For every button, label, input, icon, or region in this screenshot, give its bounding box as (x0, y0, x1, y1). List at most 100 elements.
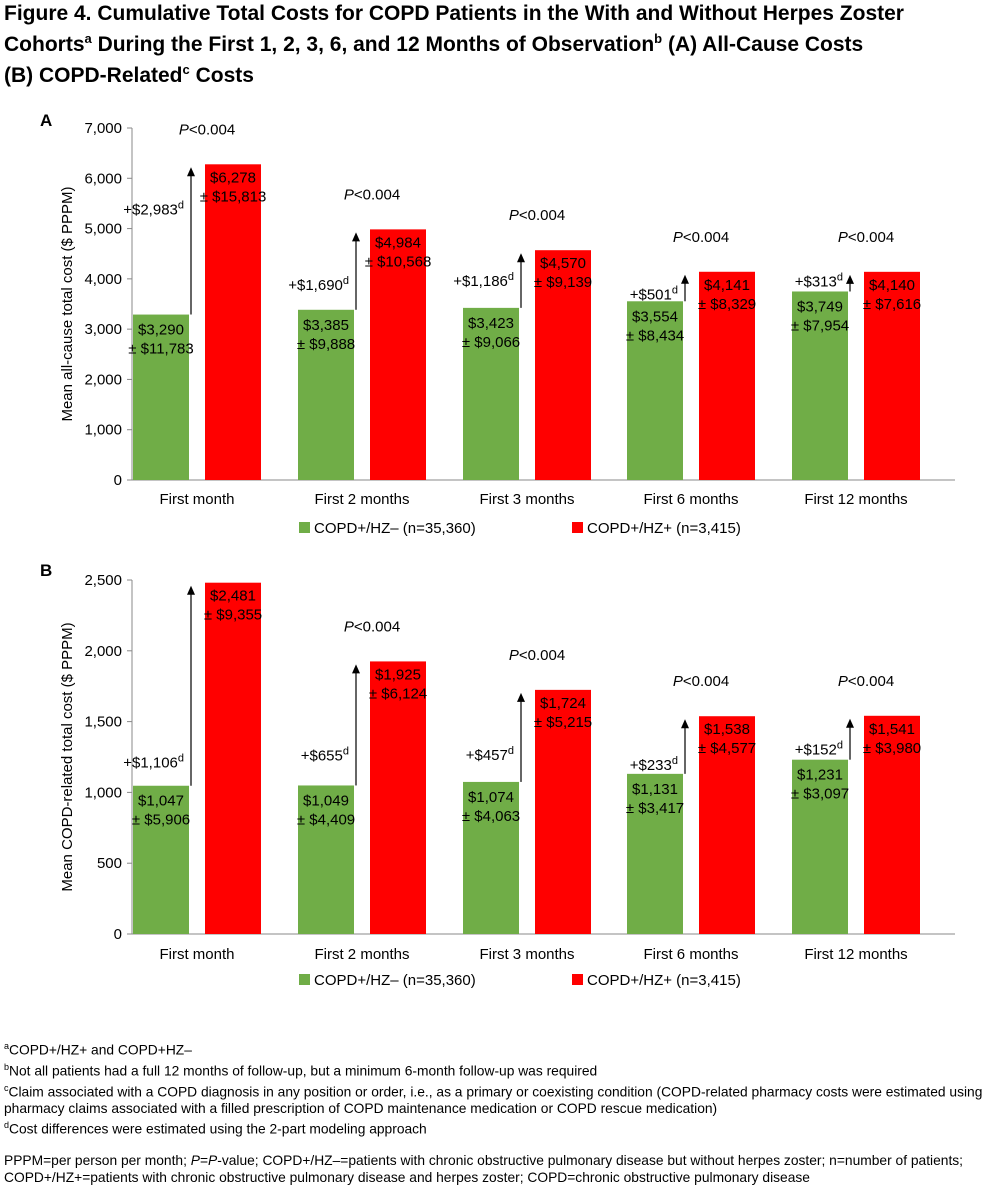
title-line-3-part-2: Costs (189, 64, 254, 87)
footnote-d-text: Cost differences were estimated using th… (9, 1122, 427, 1137)
data-label-mean: $1,231 (797, 767, 843, 784)
difference-label: +$1,106d (123, 753, 184, 772)
title-superscript-c: c (182, 62, 190, 77)
data-label-sd: ± $9,139 (534, 274, 592, 291)
y-tick-label: 500 (97, 855, 122, 872)
data-label-sd: ± $9,355 (204, 607, 262, 624)
footnote-d: dCost differences were estimated using t… (4, 1117, 996, 1138)
bar-b-green (627, 773, 683, 934)
difference-label: +$655d (301, 745, 349, 764)
difference-superscript: d (508, 271, 514, 283)
arrow-head (846, 718, 854, 728)
legend-swatch (572, 974, 583, 985)
difference-label: +$233d (630, 755, 678, 774)
data-label-mean: $3,290 (138, 322, 184, 339)
y-tick-label: 6,000 (84, 170, 122, 187)
arrow-head (681, 719, 689, 729)
data-label-mean: $1,049 (303, 792, 349, 809)
data-label-sd: ± $4,409 (297, 811, 355, 828)
difference-superscript: d (178, 753, 184, 765)
y-tick-label: 0 (114, 472, 122, 489)
difference-superscript: d (343, 275, 349, 287)
bar-b-red (699, 716, 755, 934)
bar-b-green (298, 785, 354, 934)
panel-label: A (40, 111, 52, 130)
bar-a-green (792, 291, 848, 480)
bar-a-red (370, 229, 426, 480)
x-tick-label: First 12 months (804, 946, 907, 963)
bar-a-green (463, 307, 519, 480)
p-value-number: <0.004 (189, 121, 235, 138)
footnote-b-marker: b (4, 1062, 10, 1072)
x-tick-label: First month (159, 946, 234, 963)
difference-superscript: d (672, 755, 678, 767)
title-superscript-a: a (84, 31, 92, 46)
data-label-mean: $3,385 (303, 317, 349, 334)
difference-label: +$1,186d (453, 271, 514, 290)
arrow-head (517, 253, 525, 263)
p-value-label: P<0.004 (673, 229, 729, 246)
p-value-symbol: P (509, 207, 519, 224)
data-label-mean: $1,925 (375, 666, 421, 683)
data-label-sd: ± $5,215 (534, 714, 592, 731)
p-value-label: P<0.004 (673, 673, 729, 690)
y-tick-label: 3,000 (84, 321, 122, 338)
y-tick-label: 2,500 (84, 572, 122, 589)
p-value-number: <0.004 (354, 618, 400, 635)
y-tick-label: 7,000 (84, 120, 122, 137)
footnotes: aCOPD+/HZ+ and COPD+HZ– bNot all patient… (4, 1038, 996, 1186)
footnote-b: bNot all patients had a full 12 months o… (4, 1059, 996, 1080)
p-value-symbol: P (673, 229, 683, 246)
difference-label: +$1,690d (288, 275, 349, 294)
data-label-mean: $3,554 (632, 308, 678, 325)
y-tick-label: 5,000 (84, 221, 122, 238)
data-label-mean: $4,141 (704, 277, 750, 294)
y-axis-title: Mean all-cause total cost ($ PPPM) (59, 186, 76, 421)
legend-label: COPD+/HZ– (n=35,360) (314, 972, 476, 989)
footnote-d-marker: d (4, 1120, 10, 1131)
bar-a-green (627, 301, 683, 480)
title-line-2-part-2: During the First 1, 2, 3, 6, and 12 Mont… (91, 33, 655, 56)
bar-a-green (298, 309, 354, 480)
legend-label: COPD+/HZ+ (n=3,415) (587, 972, 741, 989)
data-label-sd: ± $11,783 (128, 341, 194, 358)
difference-superscript: d (837, 740, 843, 752)
data-label-sd: ± $9,888 (297, 336, 355, 353)
arrow-head (187, 585, 195, 595)
data-label-mean: $1,724 (540, 695, 586, 712)
data-label-mean: $6,278 (210, 169, 256, 186)
x-tick-label: First 6 months (643, 946, 738, 963)
arrow-head (352, 664, 360, 674)
legend-swatch (299, 974, 310, 985)
bar-b-red (205, 582, 261, 934)
y-axis-title: Mean COPD-related total cost ($ PPPM) (59, 622, 76, 891)
difference-label: +$501d (630, 284, 678, 303)
arrow-head (352, 232, 360, 242)
arrow-head (681, 274, 689, 284)
data-label-sd: ± $3,980 (863, 740, 921, 757)
bar-b-red (535, 689, 591, 934)
data-label-sd: ± $7,616 (863, 296, 921, 313)
difference-superscript: d (343, 745, 349, 757)
y-tick-label: 1,000 (84, 784, 122, 801)
legend-swatch (572, 522, 583, 533)
y-tick-label: 1,500 (84, 714, 122, 731)
bar-b-green (792, 759, 848, 934)
p-value-label: P<0.004 (838, 229, 894, 246)
p-value-symbol: P (344, 186, 354, 203)
y-tick-label: 4,000 (84, 271, 122, 288)
footnote-c-marker: c (4, 1083, 9, 1093)
title-line-2-part-3: (A) All-Cause Costs (662, 33, 864, 56)
difference-label: +$2,983d (123, 200, 184, 219)
bar-a-red (699, 271, 755, 480)
title-superscript-b: b (654, 31, 663, 46)
difference-label: +$152d (795, 740, 843, 759)
abbrev-part-3: -value; COPD+/HZ–=patients with chronic … (4, 1153, 964, 1185)
footnote-c: cClaim associated with a COPD diagnosis … (4, 1080, 996, 1117)
arrow-head (846, 274, 854, 284)
x-tick-label: First 3 months (479, 946, 574, 963)
abbrev-p-italic-1: P (190, 1153, 200, 1169)
panel-b-chart: B 0 500 1,000 1,500 2,000 2,500 Mean COPD-relat… (40, 556, 955, 989)
p-value-symbol: P (179, 121, 189, 138)
title-line-1: Figure 4. Cumulative Total Costs for COP… (4, 2, 904, 25)
